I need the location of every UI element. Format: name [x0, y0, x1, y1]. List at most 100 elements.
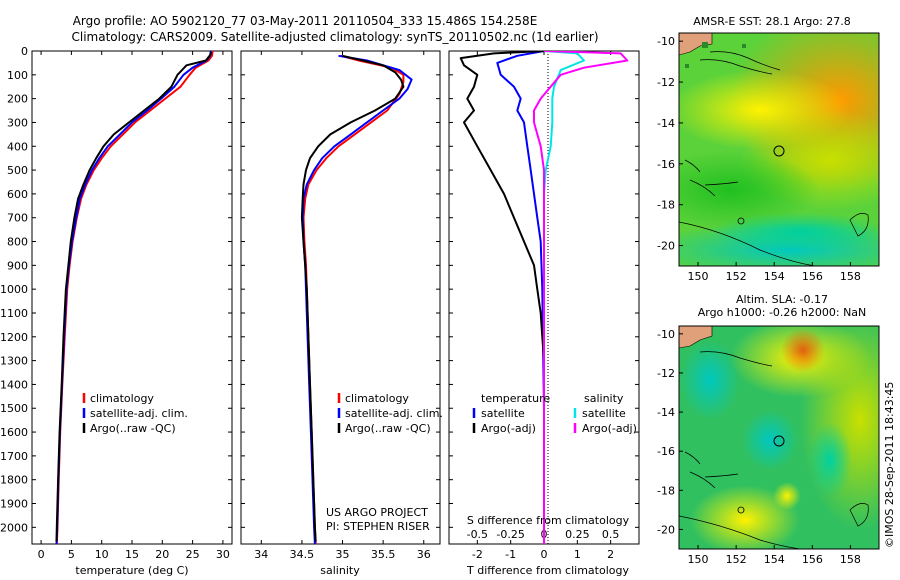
map-y-tick-label: -12 [657, 367, 675, 380]
y-tick-label: 1700 [0, 450, 28, 463]
x-tick-label: 34 [254, 548, 268, 561]
sst-map-image [679, 33, 879, 266]
legend-t-argo-label: Argo(-adj) [481, 422, 536, 435]
map-x-tick-label: 154 [764, 270, 785, 283]
map-x-tick-label: 152 [726, 553, 747, 566]
salinity-panel: 34 34.5 35 35.5 36 salinity climatology sate… [240, 50, 443, 577]
x-tick-label: 25 [186, 548, 200, 561]
map-y-tick-label: -18 [657, 484, 675, 497]
y-tick-label: 600 [7, 188, 28, 201]
legend-argo-label: Argo(..raw -QC) [90, 422, 176, 435]
x-tick-label: 36 [417, 548, 431, 561]
map-y-tick-label: -14 [657, 117, 675, 130]
map-x-tick-label: 150 [688, 553, 709, 566]
y-tick-label: 1400 [0, 378, 28, 391]
salinity-y-ticks [241, 50, 440, 528]
y-tick-label: 0 [21, 45, 28, 58]
map-y-tick-label: -10 [657, 328, 675, 341]
top-x-tick-label: 0.25 [565, 528, 590, 541]
salinity-x-ticks: 34 34.5 35 35.5 36 [254, 51, 431, 561]
salinity-legend: climatology satellite-adj. clim. Argo(..… [337, 392, 443, 435]
difference-legend: temperature salinity satellite Argo(-adj… [472, 392, 637, 435]
x-tick-label: 1 [574, 548, 581, 561]
map-y-tick-label: -16 [657, 158, 675, 171]
x-tick-label: 0 [38, 548, 45, 561]
y-tick-label: 1000 [0, 283, 28, 296]
sst-map-frame [678, 32, 880, 267]
legend-satellite-label: satellite-adj. clim. [90, 407, 188, 420]
y-tick-label: 900 [7, 259, 28, 272]
legend-s-argo-label: Argo(-adj) [582, 422, 637, 435]
x-tick-label: 30 [216, 548, 230, 561]
map-x-tick-label: 156 [802, 553, 823, 566]
y-tick-label: 500 [7, 164, 28, 177]
map-x-tick-label: 152 [726, 270, 747, 283]
header-line-1: Argo profile: AO 5902120_77 03-May-2011 … [73, 14, 538, 28]
salinity-x-label: salinity [320, 564, 360, 577]
sst-argo-marker [773, 145, 785, 157]
temperature-x-label: temperature (deg C) [75, 564, 188, 577]
project-note: US ARGO PROJECT [326, 506, 428, 519]
top-x-tick-label: -0.5 [467, 528, 488, 541]
sla-map-title-2: Argo h1000: -0.26 h2000: NaN [698, 306, 867, 319]
salinity-series [300, 54, 413, 544]
y-tick-label: 1600 [0, 426, 28, 439]
legend-climatology-label: climatology [345, 392, 409, 405]
y-tick-label: 100 [7, 69, 28, 82]
map-x-tick-label: 156 [802, 270, 823, 283]
map-y-tick-label: -20 [657, 240, 675, 253]
x-tick-label: 0 [541, 548, 548, 561]
legend-salinity-title: salinity [584, 392, 624, 405]
x-tick-label: -2 [472, 548, 483, 561]
map-y-tick-label: -12 [657, 76, 675, 89]
y-tick-label: 1300 [0, 355, 28, 368]
y-tick-label: 1100 [0, 307, 28, 320]
map-y-tick-label: -18 [657, 199, 675, 212]
map-y-tick-label: -14 [657, 406, 675, 419]
x-tick-label: 5 [68, 548, 75, 561]
x-tick-label: 2 [607, 548, 614, 561]
top-x-tick-label: -0.25 [496, 528, 524, 541]
temperature-y-ticks: 0 100 200 300 400 500 600 700 800 900 1000 1100 1200… [0, 45, 232, 534]
map-y-tick-label: -20 [657, 523, 675, 536]
x-tick-label: 15 [125, 548, 139, 561]
legend-t-satellite-label: satellite [481, 407, 525, 420]
map-y-tick-label: -10 [657, 35, 675, 48]
temperature-panel: 0 5 10 15 20 25 30 0 100 200 300 400 500 600 700 800 90… [0, 45, 233, 577]
temperature-x-ticks: 0 5 10 15 20 25 30 [38, 51, 230, 561]
x-tick-label: -1 [505, 548, 516, 561]
series-line-argo-raw-qc [55, 51, 213, 542]
y-tick-label: 700 [7, 212, 28, 225]
y-tick-label: 1900 [0, 498, 28, 511]
x-tick-label: 20 [155, 548, 169, 561]
sla-map-image [679, 326, 879, 549]
series-line-argo-raw-qc [300, 54, 405, 542]
sla-map-title-1: Altim. SLA: -0.17 [736, 293, 828, 306]
imos-timestamp: ©IMOS 28-Sep-2011 18:43:45 [883, 382, 896, 548]
salinity-difference-label: S difference from climatology [467, 514, 630, 527]
sla-map-frame [678, 325, 880, 550]
map-x-tick-label: 154 [764, 553, 785, 566]
temperature-legend: climatology satellite-adj. clim. Argo(..… [82, 392, 188, 435]
map-y-tick-label: -16 [657, 445, 675, 458]
x-tick-label: 10 [95, 548, 109, 561]
legend-climatology-label: climatology [90, 392, 154, 405]
salinity-axes-frame [240, 50, 441, 545]
map-x-tick-label: 158 [840, 553, 861, 566]
sst-map-ticks: 150 152 154 156 158 -10 -12 -14 -16 -18 -20 [657, 35, 861, 283]
temperature-series [55, 51, 214, 544]
y-tick-label: 200 [7, 93, 28, 106]
x-tick-label: 35.5 [371, 548, 396, 561]
difference-series [459, 51, 629, 544]
sla-argo-marker [773, 435, 785, 447]
x-tick-label: 34.5 [290, 548, 315, 561]
y-tick-label: 1200 [0, 331, 28, 344]
legend-argo-label: Argo(..raw -QC) [345, 422, 431, 435]
sla-map-panel: Altim. SLA: -0.17 Argo h1000: -0.26 h200… [657, 293, 880, 566]
legend-temperature-title: temperature [481, 392, 550, 405]
y-tick-label: 2000 [0, 521, 28, 534]
sst-map-title: AMSR-E SST: 28.1 Argo: 27.8 [693, 15, 851, 28]
map-x-tick-label: 158 [840, 270, 861, 283]
